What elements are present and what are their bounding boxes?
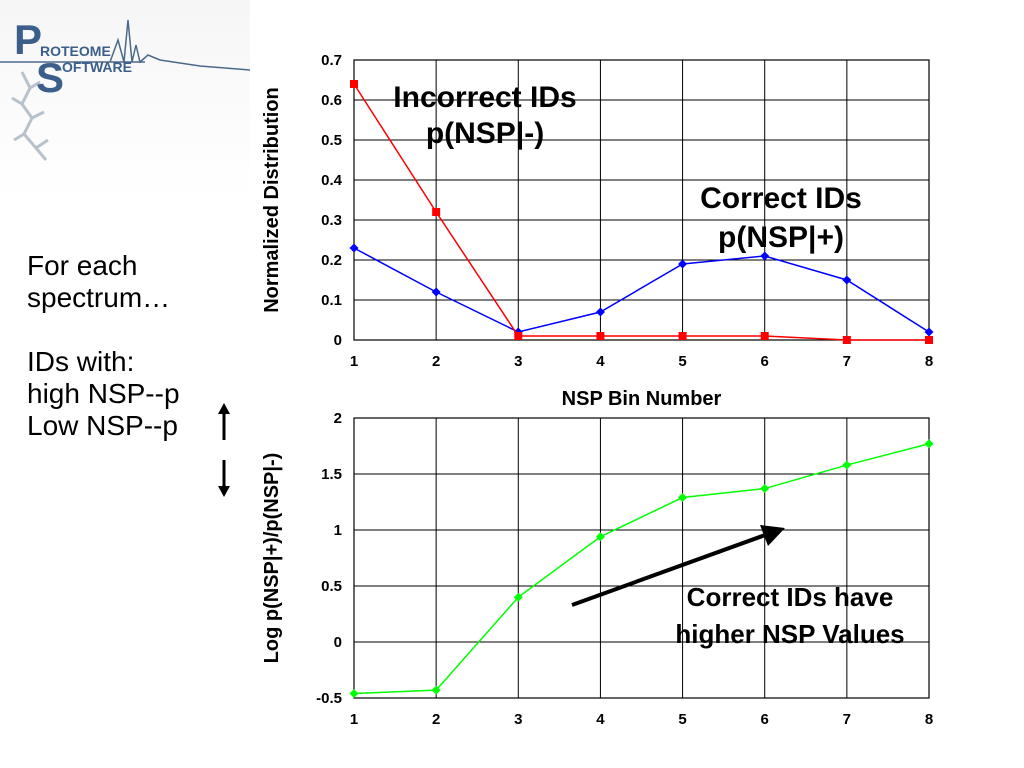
y-tick-label: 0.1 bbox=[321, 292, 342, 309]
correct-ids-label-line2: p(NSP|+) bbox=[718, 221, 844, 254]
sidebar-line-3: IDs with: bbox=[27, 346, 135, 377]
data-point bbox=[760, 332, 769, 340]
up-arrow-icon bbox=[218, 403, 230, 440]
y-tick-label: 0.5 bbox=[321, 132, 342, 149]
x-tick-label: 8 bbox=[925, 353, 933, 370]
y-tick-label: 0 bbox=[334, 634, 342, 651]
y-tick-label: 0.6 bbox=[321, 92, 342, 109]
data-point bbox=[514, 332, 523, 340]
x-tick-label: 2 bbox=[432, 711, 440, 728]
data-point bbox=[349, 689, 359, 699]
x-tick-label: 7 bbox=[843, 711, 851, 728]
data-point bbox=[842, 460, 852, 470]
x-tick-label: 2 bbox=[432, 353, 440, 370]
y-tick-label: 0.5 bbox=[321, 578, 342, 595]
sidebar-line-4: high NSP--p bbox=[27, 378, 180, 409]
series-line-0 bbox=[353, 443, 930, 695]
logo-text-proteome: ROTEOME bbox=[40, 43, 111, 59]
x-axis-title: NSP Bin Number bbox=[562, 388, 722, 410]
correct-ids-label-line1: Correct IDs bbox=[700, 182, 862, 215]
x-tick-label: 3 bbox=[514, 711, 522, 728]
plot-frame bbox=[353, 59, 930, 341]
logo-text-software: OFTWARE bbox=[62, 59, 132, 75]
data-point bbox=[513, 592, 523, 602]
y-tick-label: 2 bbox=[334, 410, 342, 427]
plot-frame bbox=[353, 417, 930, 699]
logo-area: P ROTEOME S OFTWARE bbox=[0, 0, 250, 200]
x-tick-label: 4 bbox=[596, 711, 605, 728]
sidebar-text: For each spectrum… IDs with: high NSP--p… bbox=[27, 250, 180, 442]
sidebar-line-2: spectrum… bbox=[27, 282, 171, 313]
data-point bbox=[596, 332, 605, 340]
y-tick-label: 0.2 bbox=[321, 252, 342, 269]
down-arrow-icon bbox=[218, 460, 230, 497]
y-axis-title: Normalized Distribution bbox=[261, 87, 283, 313]
correct-ids-higher-label-line2: higher NSP Values bbox=[675, 619, 904, 649]
series-line-0 bbox=[353, 247, 930, 333]
data-point bbox=[432, 208, 441, 216]
y-tick-label: 1 bbox=[334, 522, 342, 539]
y-tick-label: 1.5 bbox=[321, 466, 342, 483]
data-point bbox=[349, 243, 359, 253]
data-point bbox=[924, 327, 934, 337]
sidebar-line-1: For each bbox=[27, 250, 138, 281]
logo-letter-p: P bbox=[14, 16, 42, 63]
data-point bbox=[925, 336, 933, 344]
data-point bbox=[431, 685, 441, 695]
molecule-graphic bbox=[11, 71, 49, 161]
data-point bbox=[678, 493, 688, 503]
incorrect-ids-label-line1: Incorrect IDs bbox=[393, 81, 576, 114]
y-tick-label: 0 bbox=[334, 332, 342, 349]
data-point bbox=[924, 439, 934, 449]
y-tick-label: 0.3 bbox=[321, 212, 342, 229]
x-tick-label: 1 bbox=[350, 353, 358, 370]
data-point bbox=[760, 484, 770, 494]
data-point bbox=[842, 275, 852, 285]
log-ratio-chart: -0.5 0 0.5 1 1.5 2 1 2 3 4 5 6 7 8 Log p(NSP|+)/p(NSP|… bbox=[261, 410, 934, 728]
x-tick-label: 3 bbox=[514, 353, 522, 370]
data-point bbox=[678, 259, 688, 269]
x-tick-label: 1 bbox=[350, 711, 358, 728]
incorrect-ids-label-line2: p(NSP|-) bbox=[426, 117, 544, 150]
y-tick-label: -0.5 bbox=[316, 690, 342, 707]
x-tick-label: 5 bbox=[678, 711, 686, 728]
x-tick-label: 5 bbox=[678, 353, 686, 370]
x-tick-label: 7 bbox=[843, 353, 851, 370]
data-point bbox=[760, 251, 770, 261]
series-line-1 bbox=[353, 83, 929, 341]
y-tick-label: 0.7 bbox=[321, 52, 342, 69]
x-tick-label: 6 bbox=[761, 711, 769, 728]
sidebar-line-5: Low NSP--p bbox=[27, 410, 178, 441]
normalized-distribution-chart: 0 0.1 0.2 0.3 0.4 0.5 0.6 0.7 1 2 3 4 5 6 7 8 NSP Bin Nu… bbox=[261, 52, 934, 410]
data-point bbox=[842, 336, 851, 344]
x-tick-label: 6 bbox=[761, 353, 769, 370]
logo-letter-s: S bbox=[36, 54, 64, 101]
trend-arrow bbox=[571, 525, 785, 607]
data-point bbox=[431, 287, 441, 297]
correct-ids-higher-label-line1: Correct IDs have bbox=[687, 582, 894, 612]
x-tick-label: 4 bbox=[596, 353, 605, 370]
data-point bbox=[350, 80, 358, 88]
data-point bbox=[595, 532, 605, 542]
data-point bbox=[678, 332, 687, 340]
y-axis-title: Log p(NSP|+)/p(NSP|-) bbox=[261, 453, 283, 664]
data-point bbox=[595, 307, 605, 317]
x-tick-label: 8 bbox=[925, 711, 933, 728]
proteome-software-logo: P ROTEOME S OFTWARE bbox=[0, 16, 250, 161]
y-tick-label: 0.4 bbox=[321, 172, 343, 189]
